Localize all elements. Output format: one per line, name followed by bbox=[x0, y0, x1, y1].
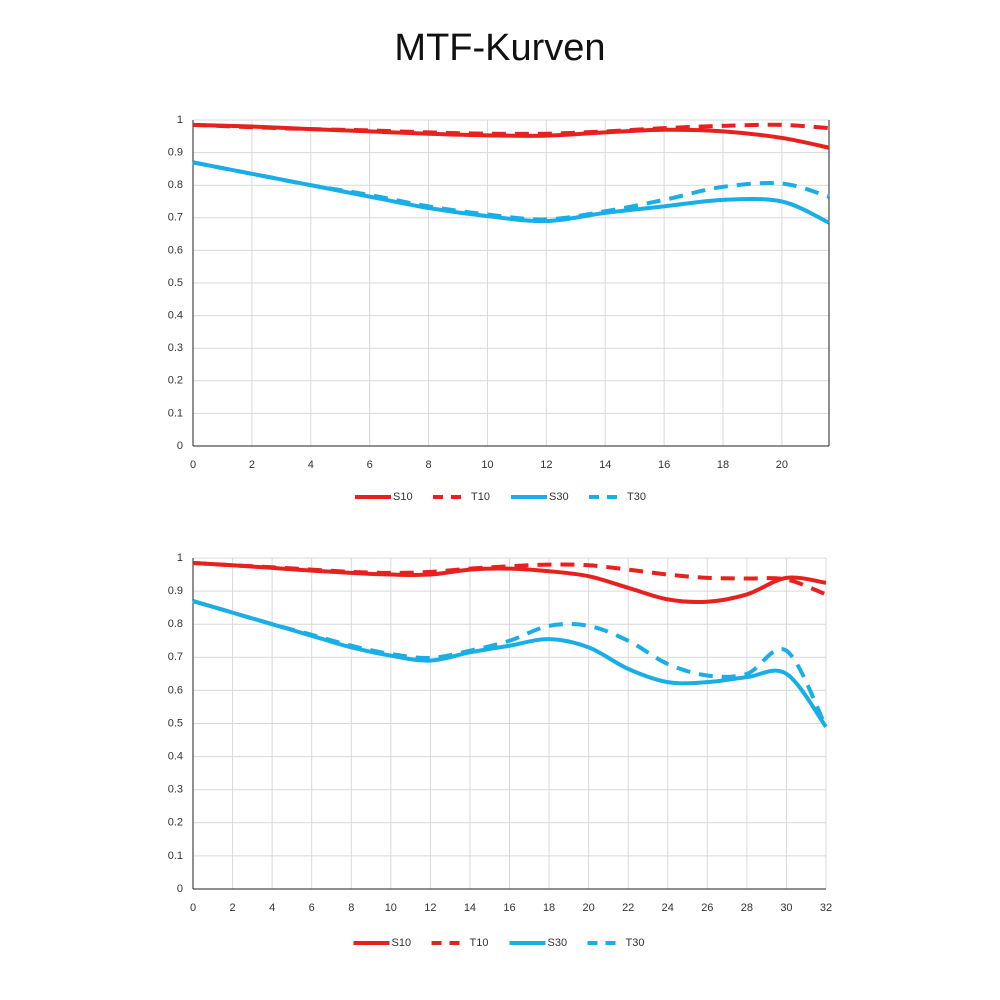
x-tick-label: 2 bbox=[249, 459, 255, 471]
y-tick-label: 0.2 bbox=[168, 817, 183, 829]
y-tick-label: 0.7 bbox=[168, 651, 183, 663]
x-tick-label: 4 bbox=[308, 459, 314, 471]
y-tick-label: 1 bbox=[177, 114, 183, 126]
x-tick-label: 24 bbox=[662, 902, 674, 914]
y-tick-label: 0.6 bbox=[168, 244, 183, 256]
x-tick-label: 6 bbox=[367, 459, 373, 471]
legend-label: T30 bbox=[626, 937, 645, 949]
y-tick-label: 0.3 bbox=[168, 784, 183, 796]
x-tick-label: 32 bbox=[820, 902, 832, 914]
legend-label: T10 bbox=[471, 491, 490, 503]
y-tick-label: 0.5 bbox=[168, 717, 183, 729]
chart-title: MTF-Kurven bbox=[394, 27, 605, 69]
y-tick-label: 0.5 bbox=[168, 277, 183, 289]
y-tick-label: 0 bbox=[177, 883, 183, 895]
x-tick-label: 8 bbox=[348, 902, 354, 914]
x-tick-label: 10 bbox=[481, 459, 493, 471]
y-tick-label: 0.9 bbox=[168, 147, 183, 159]
series-line bbox=[192, 599, 828, 728]
y-tick-label: 0.8 bbox=[168, 179, 183, 191]
x-tick-label: 28 bbox=[741, 902, 753, 914]
y-tick-label: 0 bbox=[177, 440, 183, 452]
x-tick-label: 22 bbox=[622, 902, 634, 914]
legend-label: T10 bbox=[470, 937, 489, 949]
x-tick-label: 16 bbox=[658, 459, 670, 471]
y-tick-label: 0.3 bbox=[168, 342, 183, 354]
y-tick-label: 0.1 bbox=[168, 850, 183, 862]
series-line bbox=[192, 160, 830, 225]
x-tick-label: 6 bbox=[309, 902, 315, 914]
y-tick-label: 0.4 bbox=[168, 751, 183, 763]
y-tick-label: 1 bbox=[177, 552, 183, 564]
y-tick-label: 0.7 bbox=[168, 212, 183, 224]
y-tick-label: 0.2 bbox=[168, 375, 183, 387]
series-line bbox=[192, 599, 828, 729]
x-tick-label: 14 bbox=[464, 902, 476, 914]
x-tick-label: 16 bbox=[503, 902, 515, 914]
legend-label: S10 bbox=[393, 491, 413, 503]
x-tick-label: 20 bbox=[776, 459, 788, 471]
series-line bbox=[192, 122, 830, 136]
x-tick-label: 4 bbox=[269, 902, 275, 914]
x-tick-label: 10 bbox=[385, 902, 397, 914]
x-tick-label: 18 bbox=[543, 902, 555, 914]
x-tick-label: 12 bbox=[540, 459, 552, 471]
series-line bbox=[192, 160, 830, 222]
x-tick-label: 26 bbox=[701, 902, 713, 914]
x-tick-label: 0 bbox=[190, 902, 196, 914]
y-tick-label: 0.8 bbox=[168, 618, 183, 630]
legend-label: S30 bbox=[548, 937, 568, 949]
x-tick-label: 14 bbox=[599, 459, 611, 471]
x-tick-label: 2 bbox=[230, 902, 236, 914]
x-tick-label: 8 bbox=[425, 459, 431, 471]
legend-label: T30 bbox=[627, 491, 646, 503]
x-tick-label: 0 bbox=[190, 459, 196, 471]
x-tick-label: 30 bbox=[780, 902, 792, 914]
series-line bbox=[192, 560, 827, 605]
x-tick-label: 12 bbox=[424, 902, 436, 914]
y-tick-label: 0.9 bbox=[168, 585, 183, 597]
x-tick-label: 18 bbox=[717, 459, 729, 471]
y-tick-label: 0.4 bbox=[168, 310, 183, 322]
legend-label: S30 bbox=[549, 491, 569, 503]
y-tick-label: 0.1 bbox=[168, 407, 183, 419]
legend-label: S10 bbox=[392, 937, 412, 949]
x-tick-label: 20 bbox=[583, 902, 595, 914]
y-tick-label: 0.6 bbox=[168, 684, 183, 696]
